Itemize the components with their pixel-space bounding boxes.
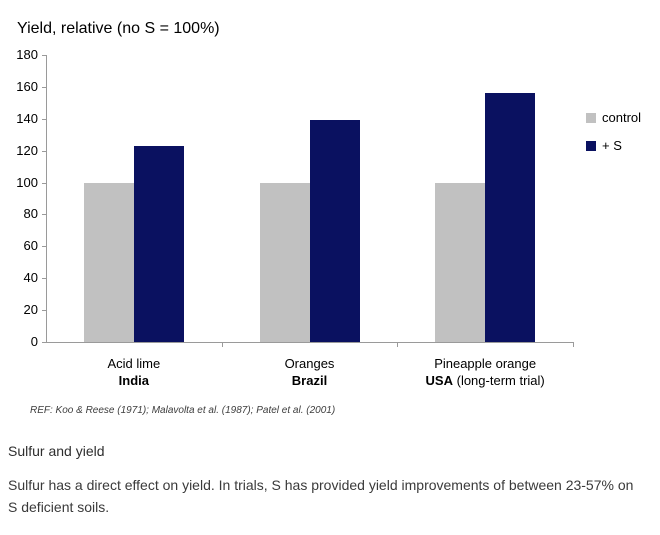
y-axis-tick-label: 0 — [30, 334, 38, 349]
x-axis-tick-mark — [573, 343, 574, 347]
y-axis-tick-mark — [42, 214, 46, 216]
chart-legend: control + S — [586, 110, 641, 166]
legend-label: + S — [602, 138, 622, 153]
category-country-label: USA (long-term trial) — [425, 373, 545, 388]
y-axis-tick-label: 100 — [16, 174, 38, 190]
y-axis-tick-label: 180 — [16, 47, 38, 62]
x-axis-category-label: Oranges Brazil — [222, 355, 398, 389]
section-heading: Sulfur and yield — [8, 443, 105, 459]
legend-item: control — [586, 110, 641, 125]
y-axis-tick-mark — [42, 310, 46, 312]
category-crop-label: Oranges — [284, 356, 335, 371]
x-axis-line — [46, 342, 574, 343]
category-crop-label: Acid lime — [107, 356, 161, 371]
bar-S-pineapple-orange — [485, 93, 536, 342]
y-axis-tick-label: 120 — [16, 142, 38, 158]
category-country-label: India — [118, 373, 149, 388]
legend-swatch-icon — [586, 112, 596, 123]
y-axis-tick-label: 60 — [23, 238, 38, 254]
y-axis-tick-mark — [42, 278, 46, 280]
y-axis-tick-label: 40 — [23, 270, 38, 286]
x-axis-tick-mark — [397, 343, 399, 347]
category-country-label: Brazil — [291, 373, 328, 388]
legend-swatch-icon — [586, 140, 596, 151]
y-axis-tick-mark — [42, 246, 46, 248]
bar-control-pineapple-orange — [435, 182, 486, 342]
x-axis-category-label: Pineapple orange USA (long-term trial) — [397, 355, 573, 389]
y-axis-tick-mark — [42, 182, 46, 184]
chart-title: Yield, relative (no S = 100%) — [17, 20, 220, 37]
x-axis-category-label: Acid lime India — [46, 355, 222, 389]
y-axis-tick-label: 80 — [23, 206, 38, 222]
y-axis-tick-mark — [42, 150, 46, 152]
y-axis-tick-mark — [42, 118, 46, 120]
x-axis-tick-mark — [221, 343, 223, 347]
category-crop-label: Pineapple orange — [434, 356, 537, 371]
bar-control-acid-lime — [83, 182, 134, 342]
bar-S-oranges — [309, 120, 360, 342]
y-axis-tick-mark — [42, 342, 46, 343]
section-body-text: Sulfur has a direct effect on yield. In … — [8, 477, 634, 515]
y-axis-tick-label: 160 — [16, 78, 38, 94]
y-axis-tick-mark — [42, 86, 46, 88]
reference-note: REF: Koo & Reese (1971); Malavolta et al… — [30, 405, 336, 416]
legend-item: + S — [586, 138, 641, 153]
legend-label: control — [602, 110, 642, 125]
y-axis-line — [46, 55, 47, 343]
bar-S-acid-lime — [133, 145, 184, 342]
y-axis-tick-label: 140 — [16, 110, 38, 126]
bar-control-oranges — [259, 182, 310, 342]
y-axis-tick-label: 20 — [23, 302, 38, 318]
y-axis-tick-mark — [42, 55, 46, 56]
